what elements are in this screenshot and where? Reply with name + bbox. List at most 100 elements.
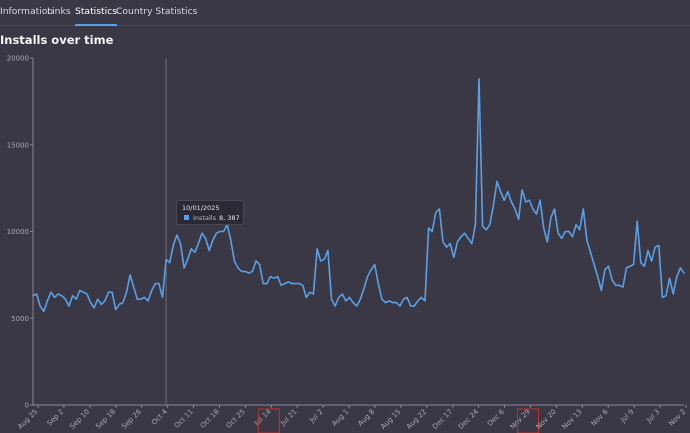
data-point [579, 229, 580, 230]
data-point [532, 208, 533, 209]
data-point [565, 231, 566, 232]
data-point [263, 283, 264, 284]
data-point [176, 234, 177, 235]
data-point [410, 306, 411, 307]
x-tick-highlight-box [516, 408, 539, 433]
tooltip-series-label: Installs [193, 214, 216, 222]
x-tick-label: Nov 2 [667, 408, 687, 428]
data-point [133, 286, 134, 287]
data-point [482, 226, 483, 227]
x-tick-label: Sep 10 [68, 408, 91, 431]
data-point [320, 260, 321, 261]
data-point [259, 264, 260, 265]
data-point [166, 259, 167, 260]
data-point [612, 280, 613, 281]
data-point [76, 299, 77, 300]
data-point [424, 300, 425, 301]
data-point [665, 295, 666, 296]
data-point [335, 306, 336, 307]
data-point [201, 233, 202, 234]
data-point [478, 78, 479, 79]
y-tick-label: 0 [25, 402, 29, 410]
data-point [216, 233, 217, 234]
data-point [273, 278, 274, 279]
data-point [97, 299, 98, 300]
data-point [234, 260, 235, 261]
data-point [529, 200, 530, 201]
data-point [414, 306, 415, 307]
data-point [374, 264, 375, 265]
tab-statistics[interactable]: Statistics [75, 6, 117, 26]
x-tick-label: Jul 3 [644, 408, 661, 425]
data-point [500, 191, 501, 192]
data-point [385, 302, 386, 303]
data-point [43, 311, 44, 312]
tab-links[interactable]: Links [47, 6, 71, 17]
data-point [94, 307, 95, 308]
data-point [104, 300, 105, 301]
data-point [309, 292, 310, 293]
data-point [288, 281, 289, 282]
data-point [417, 300, 418, 301]
data-point [522, 189, 523, 190]
x-tick-label: Nov 29 [509, 408, 532, 431]
x-tick-label: Nov 13 [561, 408, 584, 431]
data-point [507, 191, 508, 192]
data-point [442, 241, 443, 242]
x-tick-label: Oct 18 [199, 408, 221, 430]
data-point [115, 309, 116, 310]
tab-information[interactable]: Information [0, 6, 54, 17]
x-tick-label: Oct 25 [225, 408, 247, 430]
x-tick-label: Sep 2 [46, 408, 66, 428]
tab-country-statistics[interactable]: Country Statistics [116, 6, 198, 17]
data-point [615, 285, 616, 286]
data-point [338, 297, 339, 298]
data-point [504, 200, 505, 201]
data-point [130, 274, 131, 275]
data-point [68, 306, 69, 307]
x-tick-highlight-box [257, 408, 280, 433]
x-tick-label: Dec 24 [457, 407, 480, 430]
data-point [496, 181, 497, 182]
data-point [389, 300, 390, 301]
data-point [209, 250, 210, 251]
data-point [137, 299, 138, 300]
data-point [291, 283, 292, 284]
data-point [360, 299, 361, 300]
y-tick-label: 5000 [11, 315, 29, 323]
data-point [475, 224, 476, 225]
data-point [518, 219, 519, 220]
data-point [489, 224, 490, 225]
data-point [86, 293, 87, 294]
data-point [144, 297, 145, 298]
data-point [381, 299, 382, 300]
data-point [327, 250, 328, 251]
data-point [281, 285, 282, 286]
data-point [619, 285, 620, 286]
data-point [317, 248, 318, 249]
x-tick-label: Nov 6 [590, 407, 610, 427]
data-point [446, 247, 447, 248]
data-point [647, 250, 648, 251]
data-point [90, 302, 91, 303]
data-point [277, 276, 278, 277]
x-tick-label: Aug 1 [330, 408, 350, 428]
y-tick-label: 20000 [7, 55, 29, 63]
data-point [421, 297, 422, 298]
data-point [198, 243, 199, 244]
data-point [353, 302, 354, 303]
data-point [597, 276, 598, 277]
data-point [644, 266, 645, 267]
data-point [683, 273, 684, 274]
data-point [155, 283, 156, 284]
data-point [378, 283, 379, 284]
data-point [230, 240, 231, 241]
data-point [547, 241, 548, 242]
data-point [302, 285, 303, 286]
data-point [572, 236, 573, 237]
data-point [583, 208, 584, 209]
data-point [61, 295, 62, 296]
data-point [205, 238, 206, 239]
data-point [245, 271, 246, 272]
